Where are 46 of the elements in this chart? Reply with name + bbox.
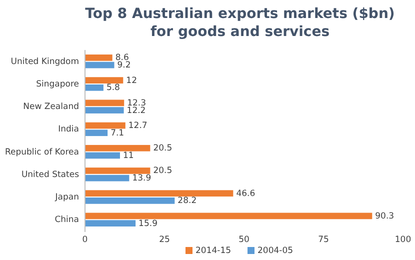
y-tick-label: India: [58, 124, 79, 135]
legend-label: 2014-15: [196, 246, 232, 256]
bar: [85, 107, 124, 114]
data-label: 13.9: [132, 174, 152, 184]
bar: [85, 174, 130, 182]
data-label: 12: [126, 76, 137, 86]
x-tick-label: 100: [394, 235, 412, 245]
bar: [85, 122, 126, 129]
y-tick-label: New Zealand: [23, 102, 79, 112]
bar: [85, 144, 150, 152]
data-label: 5.8: [106, 83, 120, 94]
data-label: 9.2: [117, 60, 131, 71]
chart-title: Top 8 Australian exports markets ($bn) for goods and services: [85, 6, 395, 40]
y-tick-label: Singapore: [36, 79, 79, 90]
x-tick-label: 0: [82, 235, 88, 245]
data-label: 28.2: [178, 196, 197, 206]
bar: [85, 130, 108, 136]
bar: [85, 198, 175, 204]
y-tick-label: United Kingdom: [10, 56, 79, 67]
bar: [85, 77, 124, 84]
data-label: 46.6: [236, 188, 256, 199]
bar: [85, 54, 112, 61]
legend-label: 2004-05: [258, 246, 294, 256]
data-label: 90.3: [375, 211, 394, 222]
x-tick-label: 75: [318, 235, 329, 245]
y-tick-label: China: [54, 215, 79, 226]
bar: [85, 152, 120, 159]
data-label: 12.7: [128, 121, 148, 132]
bar: [85, 168, 150, 174]
data-label: 11: [122, 150, 134, 161]
bar: [85, 84, 104, 91]
data-label: 20.5: [153, 144, 172, 154]
bar: [85, 220, 136, 226]
y-tick-label: Republic of Korea: [4, 147, 79, 158]
x-tick-label: 50: [238, 235, 250, 245]
y-tick-label: United States: [21, 170, 80, 180]
bar: [85, 212, 372, 220]
data-label: 7.1: [110, 128, 124, 138]
y-tick-label: Japan: [54, 192, 79, 203]
data-label: 15.9: [138, 218, 158, 229]
data-label: 12.2: [126, 106, 146, 116]
bar: [85, 100, 124, 106]
bar: [85, 190, 234, 197]
data-label: 20.5: [153, 166, 172, 176]
x-tick-label: 25: [159, 235, 170, 245]
bar: [85, 62, 114, 68]
